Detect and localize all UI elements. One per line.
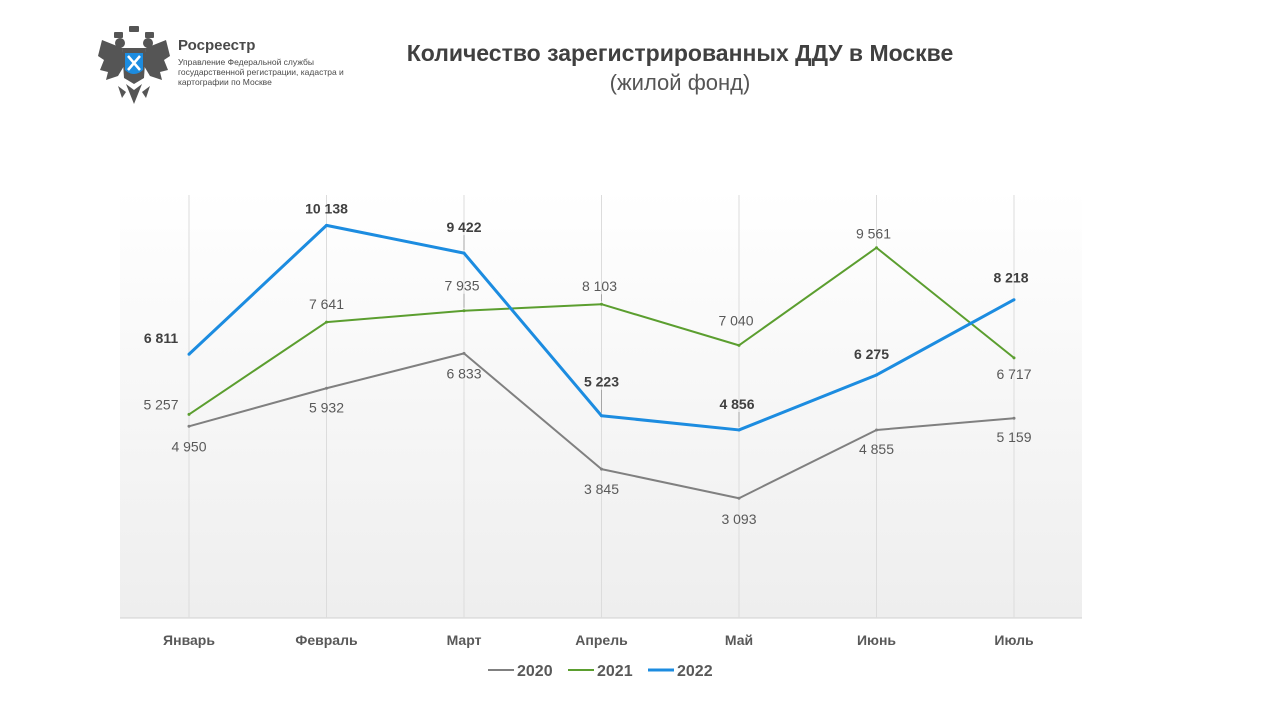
data-point-2021 (1012, 356, 1016, 360)
x-tick-label: Май (725, 632, 753, 648)
data-label-2022: 10 138 (305, 200, 348, 216)
data-label-2020: 5 932 (309, 399, 344, 415)
data-point-2021 (187, 412, 191, 416)
data-point-2022 (737, 428, 741, 432)
data-label-2020: 4 950 (171, 438, 206, 454)
legend-label-2020: 2020 (517, 663, 553, 680)
x-tick-label: Июнь (857, 632, 896, 648)
data-point-2020 (737, 496, 741, 500)
data-label-2022: 6 275 (854, 346, 889, 362)
data-label-2020: 6 833 (446, 365, 481, 381)
data-label-2020: 3 093 (721, 511, 756, 527)
data-point-2022 (462, 251, 466, 255)
data-label-2022: 5 223 (584, 374, 619, 390)
data-label-2020: 5 159 (996, 429, 1031, 445)
data-point-2021 (325, 320, 328, 324)
data-point-2021 (462, 309, 466, 313)
x-tick-label: Март (447, 632, 482, 648)
data-label-2020: 4 855 (859, 441, 894, 457)
data-point-2021 (600, 302, 603, 306)
data-point-2021 (875, 246, 878, 250)
data-label-2022: 8 218 (993, 270, 1028, 286)
x-tick-label: Апрель (575, 632, 628, 648)
data-label-2021: 7 935 (444, 278, 479, 294)
data-label-2021: 5 257 (143, 396, 178, 412)
data-point-2022 (600, 414, 603, 418)
rosreestr-logo: Росреестр Управление Федеральной службы … (98, 26, 348, 108)
legend-label-2021: 2021 (597, 663, 633, 680)
data-point-2021 (737, 343, 741, 347)
data-label-2022: 6 811 (144, 330, 178, 346)
data-label-2022: 4 856 (719, 396, 754, 412)
x-tick-label: Февраль (295, 632, 358, 648)
data-label-2020: 3 845 (584, 481, 619, 497)
data-point-2020 (875, 428, 878, 432)
data-point-2022 (875, 373, 878, 377)
data-label-2021: 8 103 (582, 278, 617, 294)
data-point-2020 (187, 424, 191, 428)
double-headed-eagle-emblem-icon (98, 26, 170, 104)
legend-label-2022: 2022 (677, 663, 713, 680)
data-label-2021: 7 641 (309, 296, 344, 312)
x-tick-label: Июль (994, 632, 1034, 648)
data-point-2022 (187, 352, 191, 356)
chart-subtitle: (жилой фонд) (609, 70, 751, 95)
data-label-2022: 9 422 (446, 219, 481, 235)
chart-title: Количество зарегистрированных ДДУ в Моск… (406, 40, 954, 66)
x-tick-label: Январь (163, 632, 215, 648)
org-name: Росреестр (178, 37, 256, 54)
data-label-2021: 6 717 (996, 366, 1031, 382)
data-point-2020 (462, 351, 466, 355)
data-label-2021: 9 561 (856, 226, 891, 242)
data-point-2020 (1012, 416, 1016, 420)
data-label-2021: 7 040 (718, 312, 753, 328)
org-subtitle: Управление Федеральной службы государств… (178, 57, 344, 87)
data-point-2020 (600, 467, 603, 471)
data-point-2022 (325, 223, 328, 227)
data-point-2022 (1012, 298, 1016, 302)
data-point-2020 (325, 386, 328, 390)
